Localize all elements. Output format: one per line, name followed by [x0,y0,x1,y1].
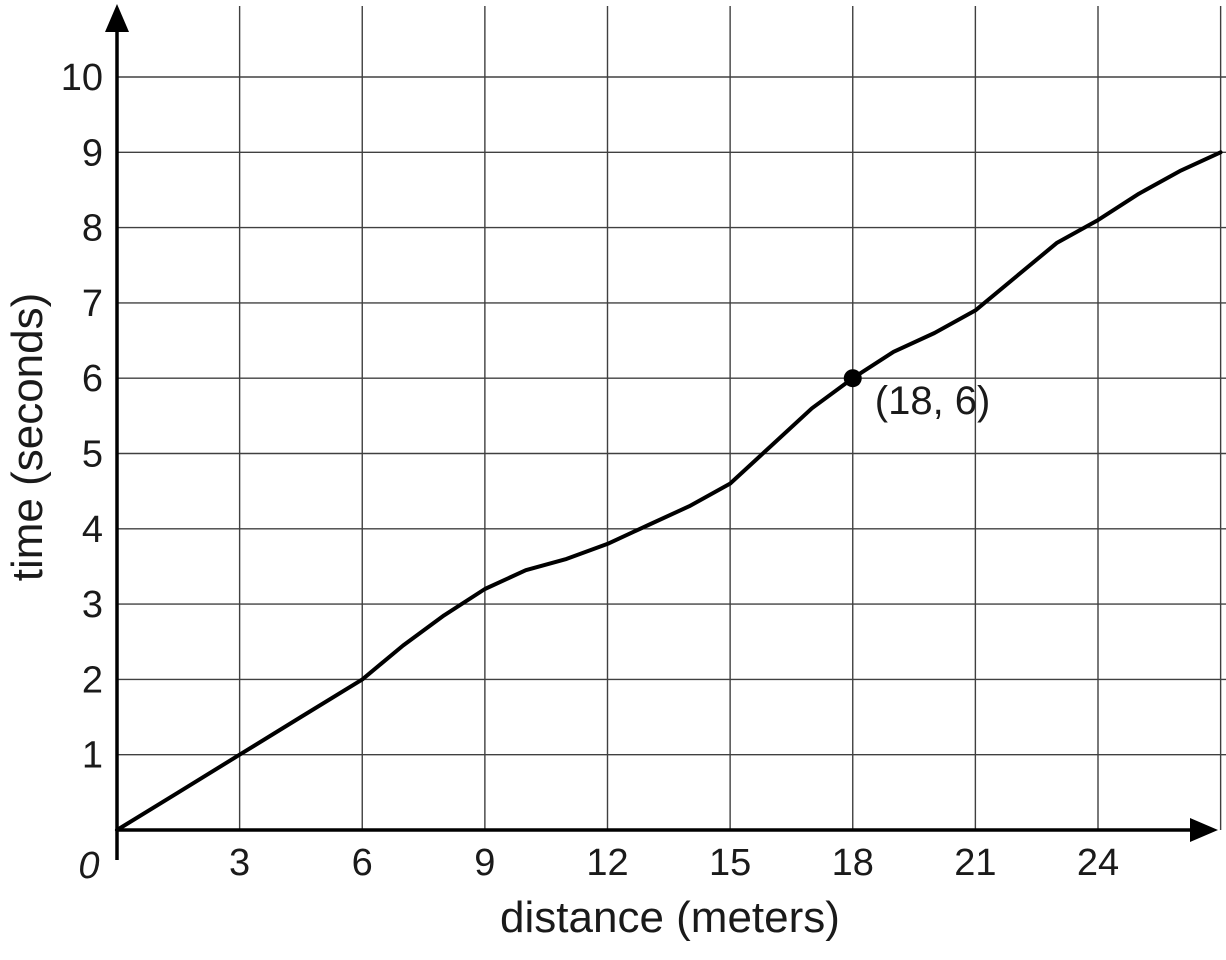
x-axis-title: distance (meters) [500,893,840,942]
y-axis-arrowhead [105,4,129,32]
x-tick-label: 21 [954,842,996,884]
x-tick-label: 18 [832,842,874,884]
x-tick-label: 3 [229,842,250,884]
y-tick-label: 7 [82,283,103,325]
y-tick-label: 3 [82,584,103,626]
point-annotation: (18, 6) [875,379,991,423]
y-tick-label: 9 [82,132,103,174]
y-tick-label: 1 [82,735,103,777]
y-axis-title: time (seconds) [3,292,52,582]
y-tick-label: 4 [82,509,103,551]
origin-label: 0 [78,845,99,887]
y-tick-label: 8 [82,208,103,250]
y-tick-label: 10 [61,57,103,99]
marked-point [843,369,862,388]
x-axis-arrowhead [1190,818,1218,842]
x-tick-label: 9 [474,842,495,884]
x-tick-label: 12 [586,842,628,884]
data-line [115,150,1223,832]
x-tick-label: 6 [352,842,373,884]
y-tick-label: 5 [82,434,103,476]
x-tick-label: 15 [709,842,751,884]
y-tick-label: 2 [82,659,103,701]
x-tick-label: 24 [1077,842,1119,884]
y-tick-label: 6 [82,358,103,400]
